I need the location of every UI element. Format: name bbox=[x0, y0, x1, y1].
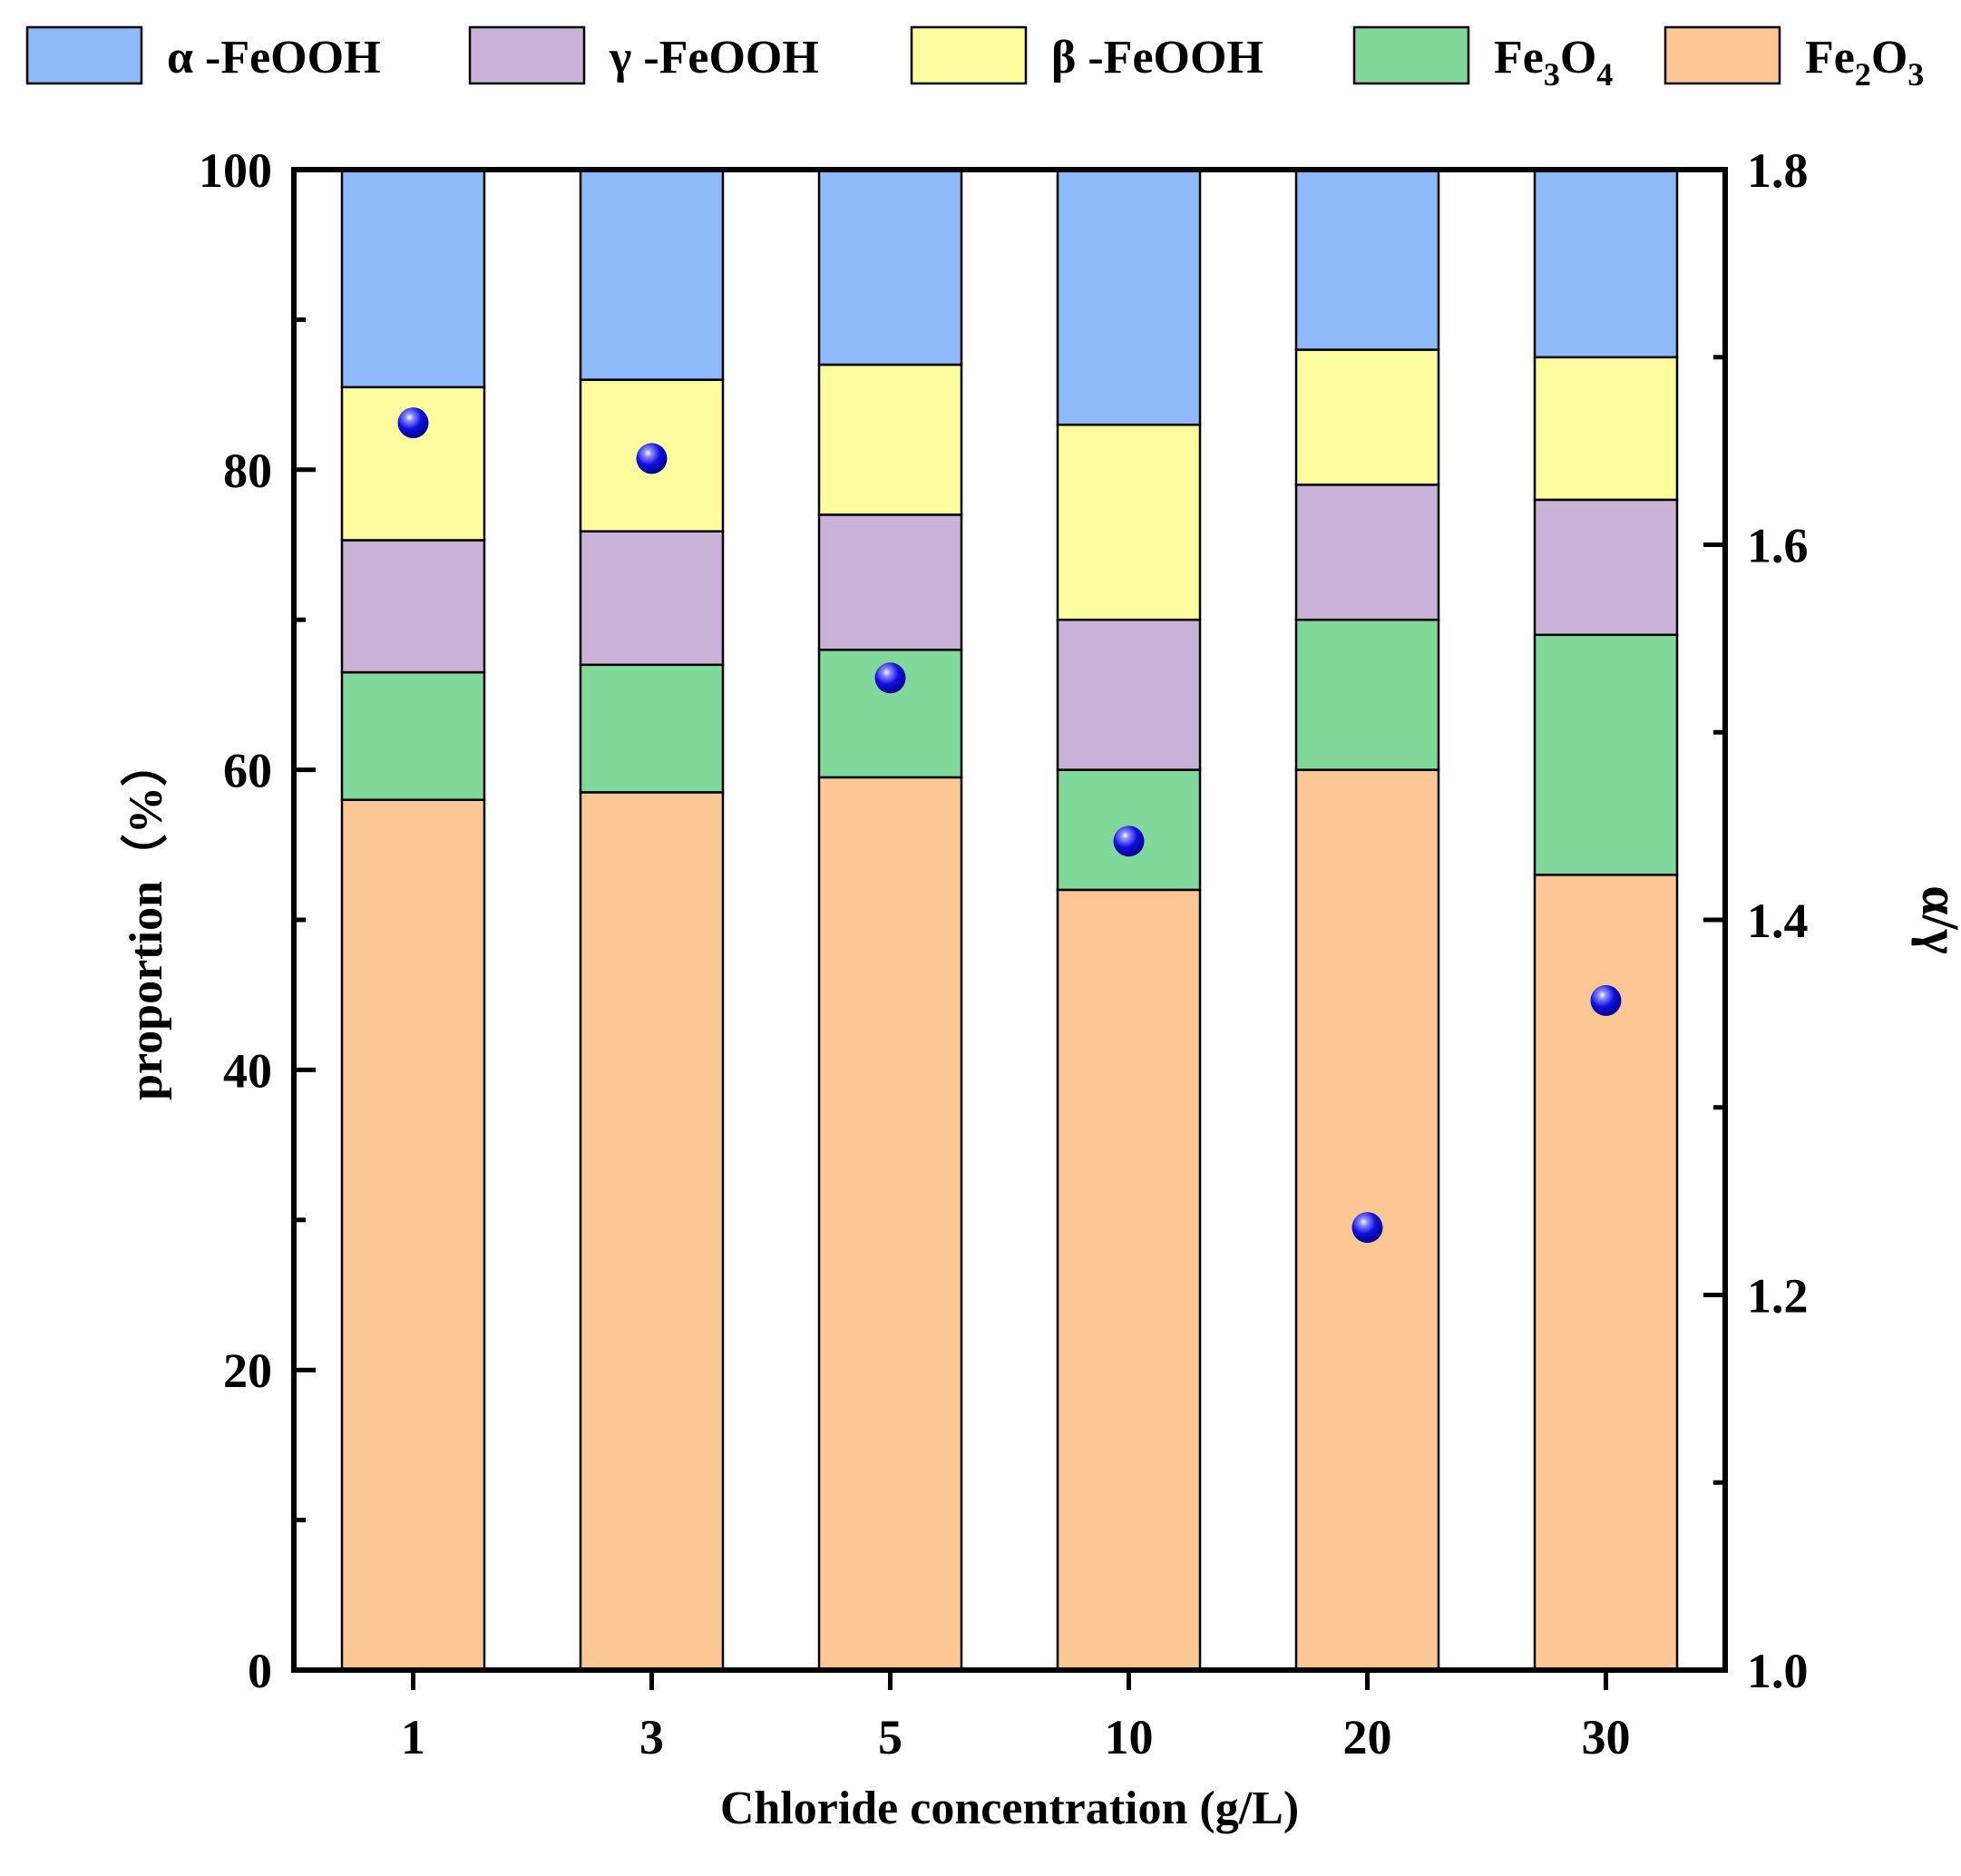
x-tick-label: 5 bbox=[878, 1710, 902, 1764]
y-right-tick-label: 1.0 bbox=[1747, 1644, 1809, 1698]
bar-stacks bbox=[340, 168, 1679, 1672]
bar-segment bbox=[340, 798, 486, 1672]
y-tick-label: 20 bbox=[223, 1343, 272, 1398]
ratio-point bbox=[397, 407, 429, 439]
legend-label: γ -FeOOH bbox=[609, 32, 819, 83]
x-tick-label: 3 bbox=[639, 1710, 664, 1764]
bar-segment bbox=[817, 168, 963, 366]
bar-segment bbox=[1533, 498, 1679, 637]
y-tick-label: 80 bbox=[223, 444, 272, 498]
ratio-point bbox=[636, 443, 668, 474]
bar-segment bbox=[817, 776, 963, 1672]
bar-segment bbox=[579, 530, 725, 667]
plot-frame bbox=[291, 167, 1728, 1673]
legend-swatch bbox=[25, 25, 143, 85]
bar-segment bbox=[1056, 618, 1202, 771]
y-tick-label: 60 bbox=[223, 744, 272, 798]
ratio-point bbox=[1113, 826, 1145, 857]
bar-segment bbox=[817, 363, 963, 516]
ratio-point bbox=[1351, 1212, 1383, 1244]
bar-segment bbox=[340, 168, 486, 389]
y-right-tick-label: 1.4 bbox=[1747, 894, 1809, 948]
x-tick-label: 10 bbox=[1105, 1710, 1154, 1764]
bar-segment bbox=[1294, 484, 1440, 621]
bar-segment bbox=[1533, 356, 1679, 502]
legend-label: Fe2O3 bbox=[1805, 32, 1924, 93]
bar-segment bbox=[579, 663, 725, 794]
bar-segment bbox=[1294, 168, 1440, 351]
legend-swatch bbox=[1352, 25, 1470, 85]
x-tick-label: 30 bbox=[1582, 1710, 1631, 1764]
ratio-point bbox=[1590, 984, 1622, 1016]
bar-segment bbox=[340, 539, 486, 674]
legend: α -FeOOH γ -FeOOH β -FeOOH Fe3O4 Fe2O3 bbox=[25, 25, 1924, 93]
bar-segment bbox=[1056, 168, 1202, 426]
bar-segment bbox=[579, 791, 725, 1672]
bar-segment bbox=[1294, 618, 1440, 771]
legend-label: Fe3O4 bbox=[1494, 32, 1613, 93]
bar-segment bbox=[1294, 348, 1440, 486]
y-axis-title: proportion（%） bbox=[120, 739, 172, 1100]
bar-segment bbox=[817, 513, 963, 651]
legend-label: β -FeOOH bbox=[1051, 32, 1263, 83]
y-right-axis-title: α/γ bbox=[1911, 885, 1961, 954]
bar-segment bbox=[1056, 888, 1202, 1672]
legend-swatch bbox=[468, 25, 586, 85]
bar-segment bbox=[1533, 633, 1679, 876]
y-right-tick-label: 1.6 bbox=[1747, 519, 1809, 573]
x-tick-label: 20 bbox=[1343, 1710, 1392, 1764]
axes: 0 20 40 60 80 100 1.0 1.2 1.4 1.6 1.8 1 3 5 10 20 30 bbox=[199, 143, 1809, 1764]
legend-swatch bbox=[1663, 25, 1781, 85]
legend-swatch bbox=[910, 25, 1028, 85]
ratio-points bbox=[397, 407, 1622, 1244]
bar-segment bbox=[1533, 168, 1679, 359]
y-right-tick-label: 1.2 bbox=[1747, 1269, 1809, 1324]
y-right-tick-label: 1.8 bbox=[1747, 143, 1809, 198]
bar-segment bbox=[1056, 423, 1202, 621]
y-tick-label: 100 bbox=[199, 143, 272, 198]
x-tick-label: 1 bbox=[401, 1710, 425, 1764]
bar-segment bbox=[340, 670, 486, 801]
x-axis-title: Chloride concentration (g/L) bbox=[720, 1783, 1299, 1834]
ratio-point bbox=[874, 662, 906, 694]
bar-segment bbox=[579, 168, 725, 381]
legend-label: α -FeOOH bbox=[167, 32, 381, 83]
y-tick-label: 40 bbox=[223, 1043, 272, 1098]
y-tick-label: 0 bbox=[248, 1644, 272, 1698]
